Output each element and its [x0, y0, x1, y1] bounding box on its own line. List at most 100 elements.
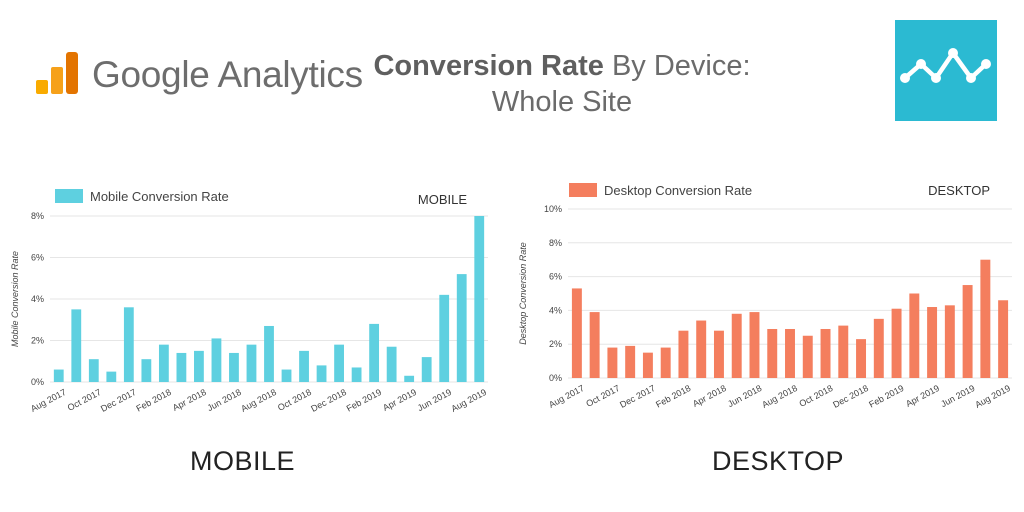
bar [802, 335, 813, 378]
x-tick-label: Oct 2018 [798, 383, 835, 409]
brand-logo [895, 20, 997, 121]
x-tick-label: Oct 2017 [584, 383, 621, 409]
mobile-label: MOBILE [190, 446, 296, 476]
line-peaks-icon [900, 48, 991, 83]
x-tick-label: Feb 2018 [654, 383, 692, 410]
bar [749, 312, 760, 378]
corner-label: MOBILE [418, 192, 467, 207]
y-tick-label: 2% [31, 336, 44, 346]
bar [474, 216, 485, 382]
bar [713, 330, 724, 378]
bar [571, 288, 582, 378]
x-tick-label: Oct 2017 [66, 387, 103, 413]
bar [873, 318, 884, 378]
bar [980, 259, 991, 378]
bar [334, 344, 344, 382]
bar [625, 345, 636, 378]
bar [856, 339, 867, 378]
bar [404, 375, 415, 382]
y-tick-label: 4% [549, 305, 562, 315]
bar [678, 330, 689, 378]
x-tick-label: Jun 2019 [416, 387, 453, 413]
bar [88, 359, 99, 382]
bar [589, 312, 600, 378]
bar [731, 313, 742, 378]
title-rest: By Device: [603, 50, 751, 82]
y-tick-label: 4% [31, 294, 44, 304]
corner-label: DESKTOP [928, 183, 990, 198]
legend-swatch [569, 183, 597, 197]
logo-text: Google Analytics [92, 54, 363, 95]
bar [211, 338, 222, 382]
google-analytics-icon [36, 52, 78, 94]
google-analytics-logo: Google Analytics [36, 50, 363, 102]
y-axis-label: Desktop Conversion Rate [518, 242, 528, 345]
bar [264, 325, 274, 382]
x-tick-label: Oct 2018 [276, 387, 313, 413]
y-tick-label: 2% [549, 339, 562, 349]
bar [106, 371, 117, 382]
bar [998, 300, 1009, 378]
bar [660, 347, 671, 378]
x-tick-label: Aug 2018 [239, 387, 278, 414]
x-tick-label: Dec 2018 [309, 387, 348, 414]
x-tick-label: Aug 2019 [449, 387, 488, 414]
bar [439, 294, 450, 382]
x-tick-label: Aug 2017 [29, 387, 68, 414]
x-tick-label: Apr 2019 [904, 383, 941, 409]
bar [123, 307, 134, 382]
y-tick-label: 0% [31, 377, 44, 387]
x-tick-label: Apr 2019 [381, 387, 418, 413]
bar [71, 309, 82, 382]
x-tick-label: Jun 2019 [939, 383, 976, 409]
bar [158, 344, 169, 382]
bar [194, 350, 204, 382]
bar [351, 367, 362, 382]
bar [421, 357, 432, 382]
x-tick-label: Feb 2019 [867, 383, 905, 410]
x-tick-label: Aug 2018 [760, 383, 799, 410]
x-tick-label: Dec 2017 [618, 383, 657, 410]
x-tick-label: Feb 2018 [135, 387, 173, 414]
bar [785, 328, 795, 378]
legend-label: Desktop Conversion Rate [604, 183, 752, 198]
page-title: Conversion Rate By Device: Whole Site [362, 48, 762, 120]
bar [386, 346, 397, 382]
bar [909, 293, 920, 378]
bar [53, 369, 64, 382]
y-tick-label: 0% [549, 373, 562, 383]
bar [891, 308, 902, 378]
bar [246, 344, 257, 382]
bar [369, 323, 380, 382]
bar [767, 328, 778, 378]
y-tick-label: 10% [544, 204, 562, 214]
x-tick-label: Feb 2019 [345, 387, 383, 414]
title-bold: Conversion Rate [373, 50, 604, 82]
bar [176, 352, 187, 382]
bar [642, 352, 653, 378]
bar [316, 365, 327, 382]
y-tick-label: 8% [31, 211, 44, 221]
bar [299, 350, 309, 382]
x-tick-label: Jun 2018 [726, 383, 763, 409]
legend-swatch [55, 189, 83, 203]
x-tick-label: Dec 2017 [99, 387, 138, 414]
y-axis-label: Mobile Conversion Rate [10, 251, 20, 347]
bar [927, 307, 938, 378]
bar [962, 285, 973, 378]
bar [696, 320, 707, 378]
desktop-conversion-chart: 0% 2% 4% 6% 8% 10% Desktop Conversion Rate Aug … [518, 183, 1012, 410]
bar [229, 352, 239, 382]
bar [456, 274, 467, 382]
mobile-conversion-chart: 0% 2% 4% 6% 8% Mobile Conversion Rate Aug 2017… [10, 189, 488, 414]
title-line2: Whole Site [491, 86, 633, 118]
legend-label: Mobile Conversion Rate [90, 189, 229, 204]
x-tick-label: Dec 2018 [831, 383, 870, 410]
x-tick-label: Aug 2019 [973, 383, 1012, 410]
bar [281, 369, 292, 382]
bar [607, 347, 618, 378]
x-tick-label: Aug 2017 [547, 383, 586, 410]
y-tick-label: 8% [549, 238, 562, 248]
bar [838, 325, 849, 378]
y-tick-label: 6% [31, 253, 44, 263]
